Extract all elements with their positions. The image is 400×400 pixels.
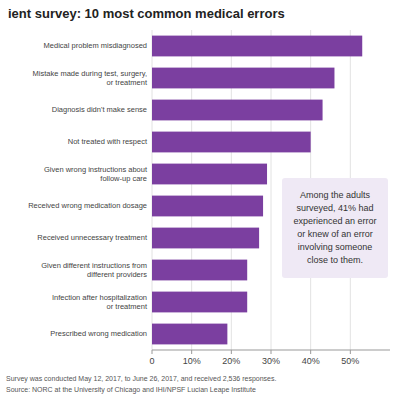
bar (152, 100, 323, 121)
category-label-line: or treatment (107, 77, 148, 86)
bar (152, 68, 334, 89)
category-label-line: Received wrong medication dosage (28, 201, 147, 210)
category-label: Diagnosis didn't make sense (52, 105, 147, 114)
annotation: Among the adults surveyed, 41% had experie… (293, 190, 376, 265)
tick-mark (231, 350, 232, 354)
bar (152, 164, 267, 185)
annotation-line: involving someone (298, 242, 373, 252)
category-label: Not treated with respect (68, 137, 148, 146)
category-label-line: or treatment (107, 301, 148, 310)
chart: ient survey: 10 most common medical erro… (0, 0, 400, 400)
bar (152, 292, 247, 313)
background (0, 0, 400, 400)
annotation-line: experienced an error (293, 216, 376, 226)
category-label: Medical problem misdiagnosed (44, 41, 147, 50)
category-label-line: different providers (87, 269, 147, 278)
annotation-line: surveyed, 41% had (296, 203, 373, 213)
bar (152, 196, 263, 217)
tick-mark (152, 350, 153, 354)
annotation-box (282, 178, 388, 278)
tick-label: 30% (262, 356, 280, 366)
tick-label: 20% (222, 356, 240, 366)
bar (152, 324, 227, 345)
tick-label: 0 (149, 356, 154, 366)
annotation-line: Among the adults (300, 190, 371, 200)
bar (152, 132, 311, 153)
category-label-line: Received unnecessary treatment (37, 233, 148, 242)
footnote: Source: NORC at the University of Chicag… (6, 386, 256, 394)
tick-label: 50% (341, 356, 359, 366)
category-label-line: Given different instructions from (41, 260, 147, 269)
category-label-line: Diagnosis didn't make sense (52, 105, 147, 114)
category-label-line: Mistake made during test, surgery, (33, 68, 148, 77)
category-label: Given wrong instructions aboutfollow-up … (44, 164, 148, 182)
tick-mark (271, 350, 272, 354)
category-label-line: Not treated with respect (68, 137, 148, 146)
category-label-line: Infection after hospitalization (52, 292, 147, 301)
category-label: Received wrong medication dosage (28, 201, 147, 210)
title: ient survey: 10 most common medical erro… (8, 6, 285, 21)
bar (152, 260, 247, 281)
category-label: Infection after hospitalizationor treatm… (52, 292, 148, 310)
bar (152, 36, 362, 57)
tick-mark (310, 350, 311, 354)
category-label: Mistake made during test, surgery,or tre… (33, 68, 148, 86)
tick-mark (350, 350, 351, 354)
bar (152, 228, 259, 249)
x-axis-line (152, 350, 390, 351)
category-label-line: follow-up care (100, 173, 147, 182)
footnote: Survey was conducted May 12, 2017, to Ju… (6, 375, 277, 383)
category-label: Given different instructions fromdiffere… (41, 260, 147, 278)
tick-mark (191, 350, 192, 354)
tick-label: 10% (183, 356, 201, 366)
category-label-line: Given wrong instructions about (44, 164, 148, 173)
category-label: Received unnecessary treatment (37, 233, 148, 242)
tick-label: 40% (302, 356, 320, 366)
annotation-line: or knew of an error (297, 229, 373, 239)
category-label: Prescribed wrong medication (50, 329, 147, 338)
category-label-line: Medical problem misdiagnosed (44, 41, 147, 50)
category-label-line: Prescribed wrong medication (50, 329, 147, 338)
annotation-line: close to them. (307, 255, 363, 265)
